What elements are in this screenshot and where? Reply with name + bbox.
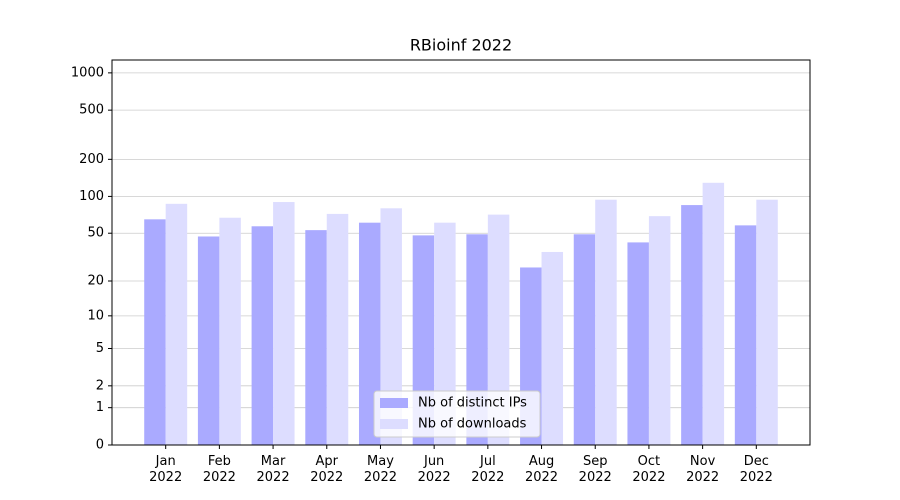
y-tick-label: 5 — [96, 341, 104, 356]
y-tick-label: 50 — [87, 226, 104, 241]
bar — [681, 205, 703, 445]
bar — [541, 251, 564, 445]
bar — [144, 219, 166, 445]
x-tick-label: May 2022 — [364, 454, 397, 485]
bar — [380, 208, 402, 445]
x-tick-label: Jul 2022 — [471, 454, 504, 485]
x-tick-label: Apr 2022 — [310, 454, 343, 485]
bar — [273, 202, 295, 445]
bar — [734, 225, 757, 445]
y-tick-label: 10 — [87, 308, 104, 323]
bar — [487, 214, 510, 445]
bar — [756, 199, 778, 445]
y-tick-label: 20 — [87, 274, 104, 289]
x-tick-label: Jan 2022 — [149, 454, 182, 485]
x-tick-label: Jun 2022 — [418, 454, 451, 485]
bar — [595, 199, 617, 445]
y-tick-label: 100 — [79, 189, 104, 204]
bar — [219, 217, 241, 445]
y-tick-label: 1 — [96, 400, 104, 415]
y-tick-label: 0 — [96, 438, 104, 453]
bar — [648, 216, 671, 445]
legend-label: Nb of downloads — [418, 417, 527, 432]
legend-box — [373, 390, 541, 438]
bar — [305, 230, 327, 445]
bar — [434, 222, 456, 445]
bar — [702, 182, 725, 445]
plot-frame — [111, 59, 811, 446]
bar — [573, 234, 596, 445]
bar — [197, 236, 220, 445]
bar — [627, 242, 649, 445]
bar — [251, 226, 274, 445]
x-tick-label: Nov 2022 — [686, 454, 719, 485]
legend-swatch — [380, 398, 408, 408]
legend-label: Nb of distinct IPs — [418, 396, 527, 411]
x-tick-label: Feb 2022 — [203, 454, 236, 485]
x-tick-label: Dec 2022 — [740, 454, 773, 485]
y-tick-label: 1000 — [71, 65, 104, 80]
y-tick-label: 200 — [79, 152, 104, 167]
chart-title: RBioinf 2022 — [410, 36, 512, 55]
legend: Nb of distinct IPs Nb of downloads — [373, 390, 541, 438]
x-tick-label: Mar 2022 — [257, 454, 290, 485]
bar — [358, 222, 381, 445]
y-tick-label: 500 — [79, 103, 104, 118]
y-tick-label: 2 — [96, 378, 104, 393]
x-tick-label: Aug 2022 — [525, 454, 558, 485]
bar — [165, 203, 188, 445]
x-tick-label: Oct 2022 — [632, 454, 665, 485]
bar — [326, 213, 349, 445]
legend-swatch — [380, 419, 408, 429]
x-tick-label: Sep 2022 — [579, 454, 612, 485]
